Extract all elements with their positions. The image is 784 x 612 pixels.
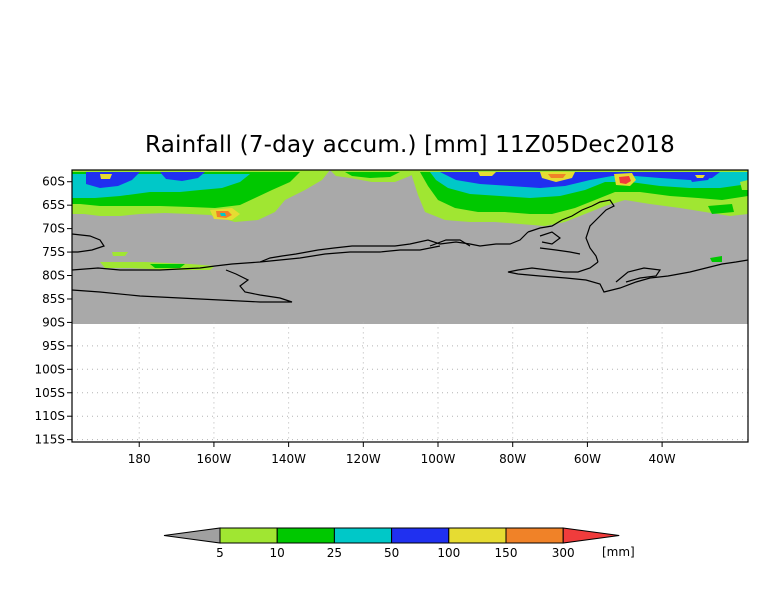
rain-spot-east-150 — [548, 174, 566, 178]
colorbar-level-label: 5 — [216, 546, 224, 560]
map-frame — [71, 169, 749, 443]
coastline — [71, 199, 749, 303]
lon-tick-label: 140W — [271, 452, 306, 466]
lon-tick-label: 100W — [421, 452, 456, 466]
lon-tick-label: 60W — [574, 452, 601, 466]
rain-spot-east-max-core — [619, 176, 631, 184]
colorbar-level-label: 100 — [437, 546, 460, 560]
lon-tick-label: 160W — [197, 452, 232, 466]
lon-tick-label: 40W — [649, 452, 676, 466]
colorbar-unit-label: [mm] — [602, 545, 635, 559]
lon-tick-label: 180 — [128, 452, 151, 466]
coastline-bellingshausen — [539, 247, 581, 255]
colorbar-level-label: 150 — [495, 546, 518, 560]
lon-tick-label: 80W — [499, 452, 526, 466]
colorbar-box — [219, 527, 278, 544]
colorbar-level-label: 25 — [327, 546, 342, 560]
rain-field — [72, 170, 748, 270]
colorbar-level-label: 50 — [384, 546, 399, 560]
coastline-ross-grounding — [71, 269, 293, 303]
rain-spot-east-100b — [478, 172, 496, 176]
colorbar-low-triangle — [163, 527, 221, 544]
lat-tick-label: 95S — [42, 339, 65, 353]
lat-tick-label: 85S — [42, 292, 65, 306]
coastline-berkner — [615, 267, 662, 283]
lat-tick-label: 100S — [34, 362, 65, 376]
coastline-marie-byrd — [259, 231, 529, 263]
coastline-peninsula-islands — [539, 231, 561, 245]
rain-spot-west-max-inner — [220, 213, 226, 216]
rain-band-west-50b — [160, 172, 205, 181]
lat-tick-label: 90S — [42, 315, 65, 329]
longitude-axis: 180 160W 140W 120W 100W 80W 60W 40W — [128, 442, 676, 466]
lat-tick-label: 75S — [42, 245, 65, 259]
lat-tick-label: 110S — [34, 409, 65, 423]
rain-spot-east-coast — [710, 256, 722, 262]
rain-patch-mid-b — [345, 172, 400, 178]
rain-band-east-50 — [440, 172, 720, 188]
coastline-peninsula — [527, 199, 615, 263]
lon-tick-label: 120W — [346, 452, 381, 466]
rain-streak-ross-b — [112, 252, 128, 256]
colorbar-box — [333, 527, 393, 544]
rain-spot-far-east — [708, 204, 734, 214]
map-title: Rainfall (7-day accum.) [mm] 11Z05Dec201… — [145, 132, 675, 158]
colorbar-box — [448, 527, 507, 544]
rain-streak-ross-10 — [150, 264, 185, 268]
coastline-amundsen — [429, 239, 471, 247]
lat-tick-label: 115S — [34, 433, 65, 447]
coastline-ronne — [507, 259, 749, 293]
grid-lines — [72, 322, 748, 442]
colorbar-box — [276, 527, 335, 544]
colorbar-level-label: 10 — [270, 546, 285, 560]
lat-tick-label: 70S — [42, 222, 65, 236]
lat-tick-label: 60S — [42, 175, 65, 189]
colorbar-box — [505, 527, 564, 544]
colorbar-box — [391, 527, 450, 544]
lat-tick-label: 80S — [42, 269, 65, 283]
colorbar: 5 10 25 50 100 150 300 — [163, 527, 620, 560]
colorbar-level-label: 300 — [552, 546, 575, 560]
lat-tick-label: 65S — [42, 198, 65, 212]
latitude-axis: 60S 65S 70S 75S 80S 85S 90S 95S 100S 105S 110S 115S — [34, 175, 72, 447]
coastline-ross-west — [71, 233, 105, 253]
rain-spot-100a — [100, 174, 112, 179]
rain-band-west-50 — [86, 172, 140, 188]
lat-tick-label: 105S — [34, 386, 65, 400]
rain-spot-east-right-100 — [695, 175, 705, 178]
rain-spot-far-east-core — [740, 180, 748, 190]
colorbar-high-triangle — [562, 527, 620, 544]
